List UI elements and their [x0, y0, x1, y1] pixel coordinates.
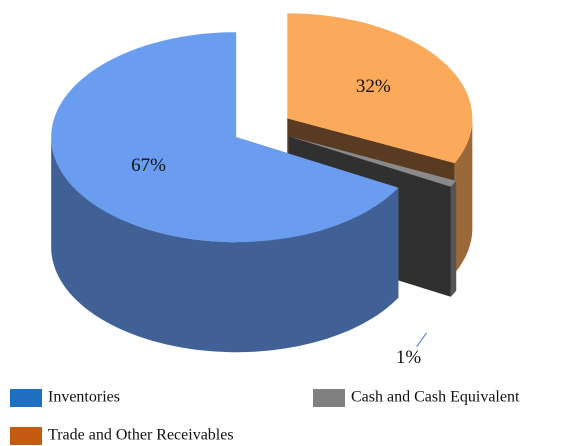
data-label: 67%	[131, 155, 166, 176]
slice-top	[287, 13, 473, 164]
slice-side-shade	[51, 137, 399, 353]
legend-swatch	[10, 427, 42, 445]
legend-label: Inventories	[48, 389, 120, 406]
slice-side	[450, 180, 457, 297]
legend-swatch	[313, 389, 345, 407]
slice-top	[51, 32, 399, 243]
slice-side	[454, 118, 473, 274]
slice-side-shade	[450, 180, 457, 297]
legend-label: Trade and Other Receivables	[48, 427, 234, 444]
data-label: 32%	[356, 76, 391, 97]
legend-swatch	[10, 389, 42, 407]
slice-side	[51, 137, 399, 353]
legend-label: Cash and Cash Equivalent	[351, 389, 520, 406]
slice-top	[288, 136, 457, 187]
slice-side-shade	[454, 118, 473, 274]
leader-line	[416, 332, 427, 348]
data-label: 1%	[396, 347, 422, 368]
